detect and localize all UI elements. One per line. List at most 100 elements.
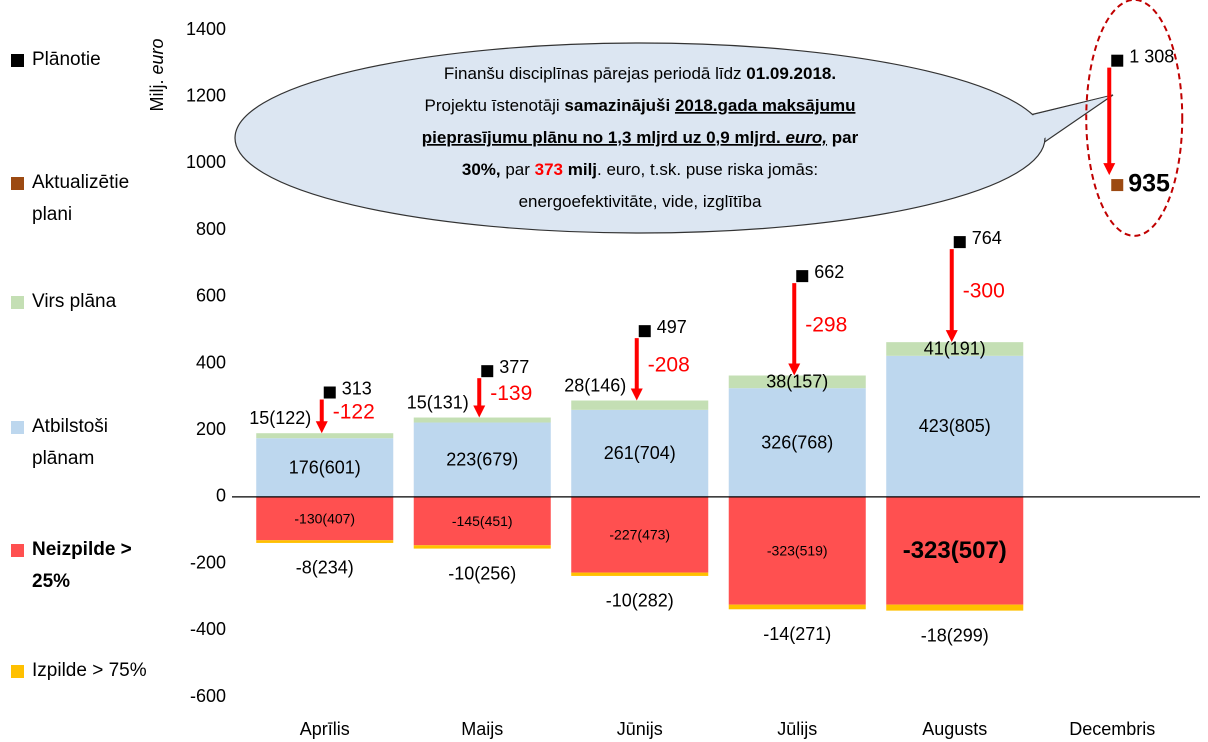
x-tick-label: Augusts — [922, 719, 987, 739]
bar-label: 41(191) — [924, 339, 986, 359]
marker-label: 313 — [342, 378, 372, 398]
callout-text: 01.09.2018. — [746, 64, 836, 83]
bar-segment — [571, 409, 709, 497]
legend-item: Virs plāna — [8, 286, 157, 318]
bar-segment — [413, 422, 551, 497]
callout-text: energoefektivitāte, vide, izglītība — [519, 192, 762, 211]
marker-label: 935 — [1128, 170, 1170, 198]
bar-label: -10(282) — [606, 591, 674, 611]
x-tick-label: Aprīlis — [300, 719, 350, 739]
bar-segment — [413, 545, 551, 549]
arrow — [315, 399, 328, 434]
bar-segment — [413, 417, 551, 423]
marker — [1111, 179, 1124, 192]
arrow-head — [630, 388, 643, 401]
marker — [323, 386, 336, 399]
callout-text: par — [827, 128, 859, 147]
bar-label: -10(256) — [448, 563, 516, 583]
arrow-label: -298 — [805, 313, 847, 336]
bar-segment — [886, 496, 1024, 605]
bar-segment — [728, 604, 866, 610]
callout-text: par — [501, 160, 535, 179]
callout-tail-cover — [1026, 96, 1110, 150]
legend-item: Izpilde > 75% — [8, 655, 157, 687]
arrow-label: -122 — [333, 400, 375, 423]
marker-label: 662 — [814, 262, 844, 282]
bar-label: 261(704) — [604, 443, 676, 463]
bar-label: 38(157) — [766, 372, 828, 392]
x-tick-label: Maijs — [461, 719, 503, 739]
legend-label: Plānotie — [32, 49, 101, 70]
arrow-head — [945, 330, 958, 343]
callout-text: Projektu īstenotāji — [425, 96, 565, 115]
callout-text: 30%, — [462, 160, 501, 179]
callout-text: pieprasījumu plānu no 1,3 mljrd uz 0,9 m… — [422, 128, 786, 147]
arrow — [1103, 67, 1116, 176]
legend-swatch — [11, 544, 24, 557]
arrow-label: -208 — [648, 353, 690, 376]
bar-segment — [256, 540, 394, 543]
y-tick-label: 0 — [216, 486, 226, 506]
arrow-head — [473, 405, 486, 418]
arrow-label: -139 — [490, 382, 532, 405]
arrow-head — [315, 421, 328, 434]
bar-label: -227(473) — [609, 526, 670, 542]
bar-label: -323(519) — [767, 542, 828, 558]
bar-label: -8(234) — [296, 558, 354, 578]
legend-item: Plānotie — [8, 44, 157, 76]
legend-label: Virs plāna — [32, 291, 117, 312]
callout-text: euro, — [785, 128, 827, 147]
y-tick-label: -600 — [190, 686, 226, 706]
legend-swatch — [11, 665, 24, 678]
legend-label: Neizpilde > 25% — [32, 539, 132, 592]
bar-segment — [728, 388, 866, 497]
bar-segment — [886, 355, 1024, 497]
marker — [796, 270, 809, 283]
bar-label: 176(601) — [289, 457, 361, 477]
bar-segment — [571, 572, 709, 576]
arrow-label: -300 — [963, 280, 1005, 303]
arrow — [945, 249, 958, 343]
y-tick-label: 1200 — [186, 85, 226, 105]
legend-item: Neizpilde > 25% — [8, 534, 157, 598]
bar-segment — [728, 496, 866, 605]
bar-segment — [886, 604, 1024, 611]
bar-segment — [256, 438, 394, 497]
bar-label: 28(146) — [564, 375, 626, 395]
callout-bubble — [234, 42, 1046, 234]
bar-label: 223(679) — [446, 449, 518, 469]
callout-line: Projektu īstenotāji samazinājuši 2018.ga… — [425, 96, 856, 115]
y-tick-label: 400 — [196, 352, 226, 372]
callout-text: milj — [563, 160, 597, 179]
x-tick-label: Jūlijs — [777, 719, 817, 739]
y-tick-label: 600 — [196, 286, 226, 306]
legend-label: Izpilde > 75% — [32, 660, 147, 681]
arrow — [473, 378, 486, 418]
marker-label: 497 — [657, 317, 687, 337]
bar-segment — [256, 496, 394, 541]
marker-label: 764 — [972, 228, 1002, 248]
marker — [1111, 54, 1124, 67]
callout-line: energoefektivitāte, vide, izglītība — [519, 192, 762, 211]
callout-line: 30%, par 373 milj. euro, t.sk. puse risk… — [462, 160, 818, 179]
bar-segment — [413, 496, 551, 546]
bar-segment — [886, 342, 1024, 356]
bar-segment — [256, 433, 394, 439]
legend-label: Atbilstoši plānam — [32, 416, 109, 469]
legend-label: Aktualizētie plani — [32, 172, 130, 225]
x-tick-label: Jūnijs — [617, 719, 663, 739]
callout-text: 373 — [535, 160, 563, 179]
y-tick-label: 1400 — [186, 19, 226, 39]
legend-item: Atbilstoši plānam — [8, 411, 157, 475]
bar-segment — [571, 496, 709, 573]
y-tick-label: 200 — [196, 419, 226, 439]
y-tick-label: 1000 — [186, 152, 226, 172]
marker-label: 377 — [499, 357, 529, 377]
bar-segment — [571, 400, 709, 410]
x-tick-label: Decembris — [1069, 719, 1155, 739]
bar-segment — [728, 375, 866, 389]
arrow — [630, 338, 643, 401]
marker — [481, 365, 494, 378]
